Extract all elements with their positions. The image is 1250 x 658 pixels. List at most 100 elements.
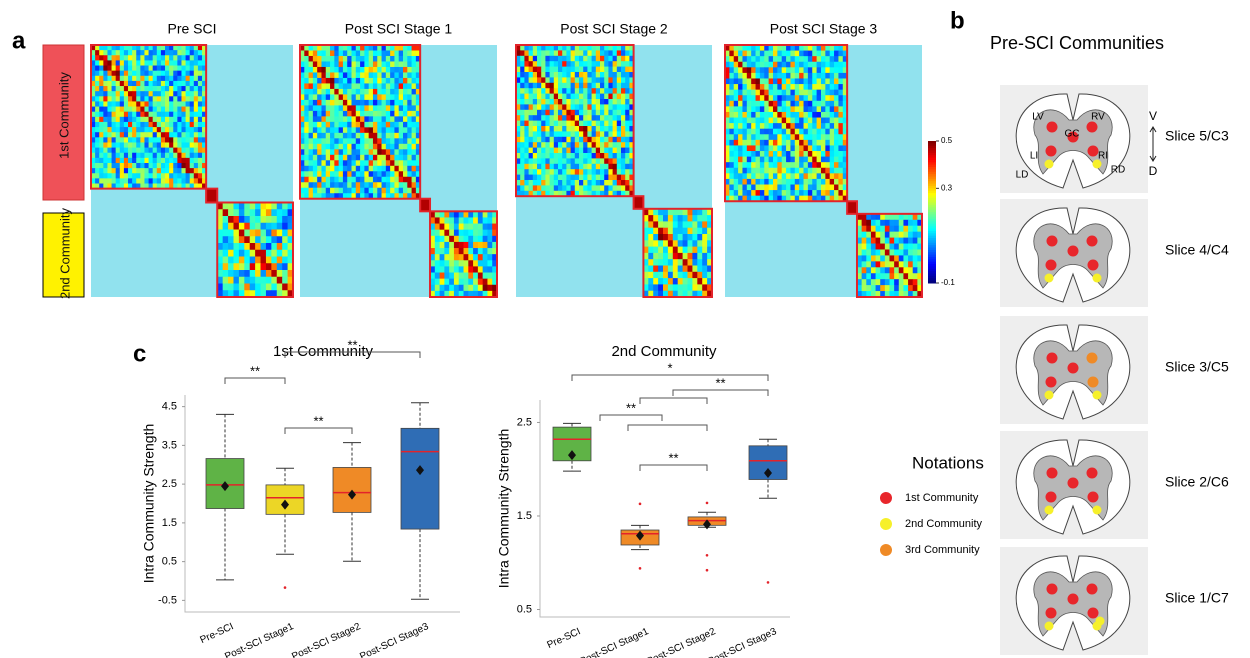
heatmap-cell [165, 117, 170, 123]
heatmap-cell [550, 121, 555, 127]
heatmap-cell [587, 142, 592, 148]
heatmap-cell [571, 131, 576, 137]
heatmap-cell [116, 107, 121, 113]
heatmap-cell [473, 254, 478, 261]
heatmap-cell [132, 142, 137, 148]
heatmap-cell [136, 55, 141, 61]
heatmap-cell [412, 83, 417, 89]
heatmap-cell [261, 243, 267, 250]
heatmap-cell [228, 223, 234, 230]
heatmap-cell [621, 185, 626, 191]
heatmap-cell [369, 122, 374, 128]
heatmap-cell [190, 55, 195, 61]
heatmap-cell [575, 164, 580, 170]
heatmap-cell [566, 77, 571, 83]
heatmap-cell [386, 127, 391, 133]
heatmap-cell [124, 76, 129, 82]
heatmap-cell [261, 236, 267, 243]
heatmap-cell [394, 177, 399, 183]
heatmap-cell [782, 73, 787, 79]
heatmap-cell [165, 173, 170, 179]
heatmap-cell [360, 182, 365, 188]
heatmap-cell [304, 166, 309, 172]
heatmap-cell [386, 56, 391, 62]
heatmap-cell [382, 116, 387, 122]
heatmap-cell [390, 133, 395, 139]
heatmap-cell [194, 168, 199, 174]
heatmap-cell [653, 215, 658, 222]
heatmap-cell [136, 107, 141, 113]
heatmap-cell [600, 164, 605, 170]
heatmap-cell [95, 178, 100, 184]
heatmap-cell [95, 137, 100, 143]
heatmap-cell [734, 173, 739, 179]
heatmap-cell [339, 149, 344, 155]
heatmap-cell [613, 153, 618, 159]
heatmap-cell [782, 168, 787, 174]
heatmap-cell [473, 285, 478, 292]
heatmap-cell [99, 163, 104, 169]
heatmap-cell [734, 73, 739, 79]
heatmap-cell [673, 209, 678, 216]
heatmap-cell [403, 182, 408, 188]
heatmap-cell [373, 94, 378, 100]
heatmap-cell [394, 61, 399, 67]
heatmap-cell [399, 61, 404, 67]
heatmap-cell [157, 142, 162, 148]
heatmap-cell [161, 96, 166, 102]
heatmap-cell [625, 175, 630, 181]
heatmap-cell [777, 151, 782, 157]
heatmap-cell [339, 144, 344, 150]
heatmap-cell [161, 86, 166, 92]
heatmap-cell [412, 177, 417, 183]
heatmap-cell [321, 94, 326, 100]
heatmap-cell [107, 66, 112, 72]
heatmap-cell [786, 90, 791, 96]
heatmap-cell [99, 112, 104, 118]
heatmap-cell [537, 104, 542, 110]
heatmap-cell [403, 72, 408, 78]
heatmap-cell [625, 94, 630, 100]
heatmap-cell [621, 164, 626, 170]
heatmap-cell [116, 96, 121, 102]
heatmap-cell [194, 55, 199, 61]
heatmap-cell [343, 133, 348, 139]
heatmap-cell [177, 76, 182, 82]
heatmap-cell [795, 118, 800, 124]
heatmap-cell [773, 134, 778, 140]
heatmap-cell [773, 151, 778, 157]
heatmap-cell [233, 216, 239, 223]
heatmap-cell [812, 185, 817, 191]
heatmap-cell [812, 101, 817, 107]
heatmap-cell [596, 72, 601, 78]
heatmap-cell [634, 196, 644, 209]
heatmap-cell [309, 122, 314, 128]
heatmap-cell [751, 162, 756, 168]
heatmap-cell [103, 153, 108, 159]
heatmap-cell [153, 71, 158, 77]
heatmap-cell [412, 127, 417, 133]
heatmap-cell [571, 185, 576, 191]
heatmap-cell [390, 94, 395, 100]
heatmap-cell [692, 259, 697, 266]
heatmap-cell [373, 188, 378, 194]
heatmap-cell [239, 284, 245, 291]
heatmap-cell [464, 217, 469, 224]
heatmap-cell [747, 129, 752, 135]
heatmap-cell [554, 50, 559, 56]
heatmap-cell [373, 72, 378, 78]
heatmap-cell [880, 267, 885, 273]
heatmap-cell [554, 180, 559, 186]
heatmap-cell [697, 228, 702, 235]
heatmap-cell [140, 142, 145, 148]
community-dot [1087, 468, 1098, 479]
heatmap-cell [773, 112, 778, 118]
heatmap-cell [157, 112, 162, 118]
heatmap-cell [747, 168, 752, 174]
heatmap-cell [668, 266, 673, 273]
heatmap-cell [194, 81, 199, 87]
page: abcPre SCIPost SCI Stage 1Post SCI Stage… [0, 0, 1250, 658]
heatmap-cell [524, 158, 529, 164]
heatmap-cell [173, 96, 178, 102]
heatmap-cell [734, 95, 739, 101]
